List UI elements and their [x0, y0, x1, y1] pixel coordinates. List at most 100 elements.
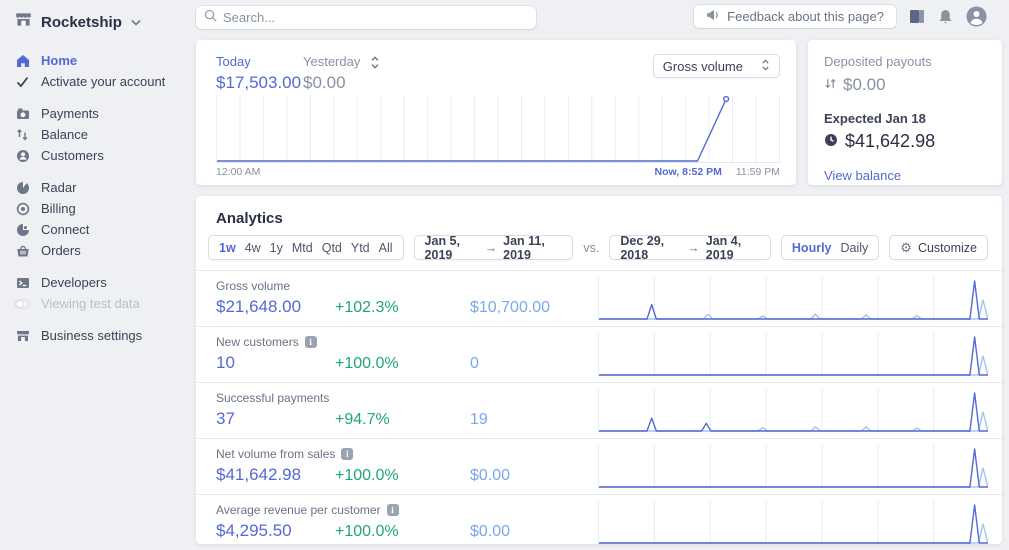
- sidebar-item-balance[interactable]: Balance: [15, 124, 196, 145]
- account-switcher[interactable]: Rocketship: [15, 10, 196, 34]
- period-option-1w[interactable]: 1w: [219, 240, 236, 255]
- metric-row-net-volume[interactable]: Net volume from sales i $41,642.98 +100.…: [196, 438, 1002, 494]
- yesterday-metric[interactable]: Yesterday $0.00: [303, 54, 360, 93]
- metric-value: $21,648.00: [216, 297, 302, 316]
- sidebar-item-developers[interactable]: Developers: [15, 272, 196, 293]
- metric-change: +100.0%: [335, 467, 399, 484]
- view-balance-link[interactable]: View balance: [824, 168, 902, 183]
- period-option-qtd[interactable]: Qtd: [321, 240, 342, 255]
- payouts-title: Deposited payouts: [824, 54, 932, 69]
- feedback-label: Feedback about this page?: [727, 9, 884, 24]
- sidebar-item-radar[interactable]: Radar: [15, 177, 196, 198]
- sidebar-item-payments[interactable]: Payments: [15, 103, 196, 124]
- yesterday-value: $0.00: [303, 73, 346, 92]
- bell-icon[interactable]: [938, 9, 953, 25]
- sidebar-item-label: Orders: [41, 243, 81, 258]
- date-range-picker[interactable]: Jan 5, 2019 → Jan 11, 2019: [413, 233, 574, 262]
- granularity-selector: Hourly Daily: [780, 235, 880, 260]
- sidebar-item-label: Home: [41, 53, 78, 68]
- period-option-mtd[interactable]: Mtd: [291, 240, 313, 255]
- metric-value: $4,295.50: [216, 521, 292, 540]
- sidebar-item-customers[interactable]: Customers: [15, 145, 196, 166]
- transfer-arrows-icon: [824, 75, 837, 95]
- sidebar-item-label: Radar: [41, 180, 77, 195]
- today-volume-chart[interactable]: [216, 95, 780, 163]
- period-option-1y[interactable]: 1y: [269, 240, 283, 255]
- metric-select[interactable]: Gross volume: [652, 54, 780, 78]
- customers-icon: [15, 149, 30, 163]
- test-data-toggle[interactable]: [15, 298, 30, 310]
- sidebar-item-orders[interactable]: Orders: [15, 240, 196, 261]
- metric-change: +100.0%: [335, 523, 399, 540]
- deposited-value: $0.00: [843, 75, 886, 94]
- orders-icon: [15, 244, 30, 258]
- avatar[interactable]: [966, 6, 987, 27]
- sidebar-nav: Home Activate your account Payments Bala…: [15, 50, 196, 346]
- developers-icon: [15, 276, 30, 290]
- metric-label: Net volume from sales: [216, 447, 336, 461]
- search-bar[interactable]: [196, 6, 536, 29]
- vs-label: vs.: [583, 240, 600, 255]
- home-icon: [15, 54, 30, 68]
- select-chevrons-icon: [761, 59, 770, 74]
- metric-row-gross-volume[interactable]: Gross volume $21,648.00 +102.3% $10,700.…: [196, 270, 1002, 326]
- metric-value: 37: [216, 409, 235, 428]
- net-volume-sparkline: [598, 444, 988, 489]
- docs-icon[interactable]: [909, 9, 925, 24]
- sidebar-item-activate-account[interactable]: Activate your account: [15, 71, 196, 92]
- granularity-daily[interactable]: Daily: [840, 240, 869, 255]
- info-icon[interactable]: i: [341, 448, 354, 460]
- gear-icon: ⚙: [900, 239, 912, 255]
- sidebar-item-label: Payments: [41, 106, 99, 121]
- gross-volume-sparkline: [598, 276, 988, 321]
- arrow-right-icon: →: [687, 240, 700, 255]
- sidebar: Rocketship Home Activate your account Pa…: [0, 0, 196, 550]
- period-option-all[interactable]: All: [378, 240, 393, 255]
- sidebar-item-label: Business settings: [41, 328, 143, 343]
- search-input[interactable]: [223, 10, 528, 25]
- sidebar-item-label: Developers: [41, 275, 107, 290]
- sidebar-item-business-settings[interactable]: Business settings: [15, 325, 196, 346]
- metric-row-new-customers[interactable]: New customers i 10 +100.0% 0: [196, 326, 1002, 382]
- metric-compare-value: $0.00: [470, 467, 511, 484]
- sidebar-item-label: Billing: [41, 201, 76, 216]
- sidebar-item-billing[interactable]: Billing: [15, 198, 196, 219]
- radar-icon: [15, 181, 30, 195]
- metric-compare-value: 0: [470, 355, 479, 372]
- metric-label: Average revenue per customer: [216, 503, 381, 517]
- sidebar-item-home[interactable]: Home: [15, 50, 196, 71]
- metric-row-average-revenue[interactable]: Average revenue per customer i $4,295.50…: [196, 494, 1002, 550]
- period-selector: 1w 4w 1y Mtd Qtd Ytd All: [208, 235, 404, 260]
- analytics-title: Analytics: [216, 210, 283, 227]
- metric-change: +94.7%: [335, 411, 390, 428]
- range-start: Jan 5, 2019: [424, 233, 460, 262]
- deposited-payouts-card: Deposited payouts $0.00 Expected Jan 18 …: [808, 40, 1002, 185]
- today-chart-axis: 12:00 AM Now, 8:52 PM 11:59 PM: [216, 166, 780, 178]
- info-icon[interactable]: i: [304, 336, 317, 348]
- compare-range-picker[interactable]: Dec 29, 2018 → Jan 4, 2019: [609, 233, 771, 262]
- axis-end-label: 11:59 PM: [735, 166, 780, 178]
- compare-toggle-icon[interactable]: [370, 56, 380, 74]
- today-metric[interactable]: Today $17,503.00: [216, 54, 303, 93]
- search-icon: [204, 9, 217, 27]
- compare-start: Dec 29, 2018: [620, 233, 665, 262]
- feedback-button[interactable]: Feedback about this page?: [694, 5, 896, 28]
- customize-button[interactable]: ⚙ Customize: [889, 235, 988, 260]
- axis-start-label: 12:00 AM: [216, 166, 261, 178]
- metric-row-successful-payments[interactable]: Successful payments 37 +94.7% 19: [196, 382, 1002, 438]
- metric-change: +102.3%: [335, 299, 399, 316]
- metric-compare-value: 19: [470, 411, 488, 428]
- sidebar-item-label: Balance: [41, 127, 88, 142]
- granularity-hourly[interactable]: Hourly: [791, 240, 832, 255]
- info-icon[interactable]: i: [386, 504, 399, 516]
- today-label: Today: [216, 54, 251, 69]
- metric-compare-value: $0.00: [470, 523, 511, 540]
- expected-value: $41,642.98: [845, 131, 936, 151]
- clock-icon: [824, 131, 838, 152]
- sidebar-item-connect[interactable]: Connect: [15, 219, 196, 240]
- period-option-4w[interactable]: 4w: [244, 240, 261, 255]
- metric-value: $41,642.98: [216, 465, 302, 484]
- period-option-ytd[interactable]: Ytd: [350, 240, 370, 255]
- storefront-icon: [15, 329, 30, 343]
- sidebar-item-viewing-test-data[interactable]: Viewing test data: [15, 293, 196, 314]
